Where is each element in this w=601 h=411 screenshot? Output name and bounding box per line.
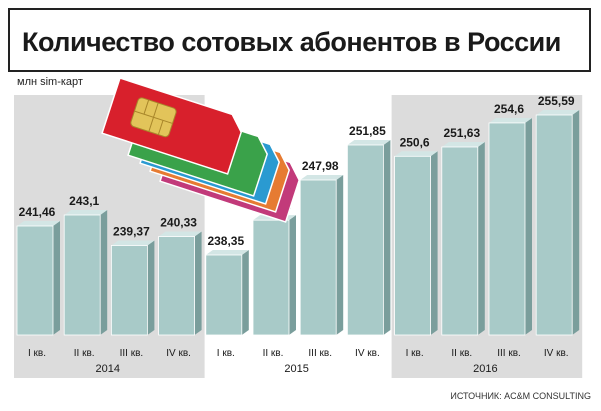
data-label-3: 239,37 xyxy=(113,224,150,238)
bar-2 xyxy=(63,210,108,336)
category-label-11: III кв. xyxy=(497,348,521,359)
y-unit-label: млн sim-карт xyxy=(17,76,83,88)
bar-7 xyxy=(299,175,344,336)
year-label-2015: 2015 xyxy=(284,363,308,375)
category-label-2: II кв. xyxy=(74,348,95,359)
data-label-5: 238,35 xyxy=(207,234,244,248)
bar-12 xyxy=(535,110,580,336)
year-label-2014: 2014 xyxy=(96,363,120,375)
bar-9 xyxy=(394,151,438,336)
year-label-2016: 2016 xyxy=(473,363,497,375)
sim-chip-icon xyxy=(130,97,177,138)
category-label-6: II кв. xyxy=(263,348,284,359)
bar-3 xyxy=(111,240,155,336)
sim-cards-illustration xyxy=(101,77,301,223)
chart-title: Количество сотовых абонентов в России xyxy=(22,27,561,57)
category-label-12: IV кв. xyxy=(544,348,569,359)
source-label: ИСТОЧНИК: AC&M CONSULTING xyxy=(450,391,591,401)
category-label-9: I кв. xyxy=(406,348,424,359)
data-label-4: 240,33 xyxy=(160,216,197,230)
data-label-7: 247,98 xyxy=(302,159,339,173)
category-label-8: IV кв. xyxy=(355,348,380,359)
data-label-11: 254,6 xyxy=(494,102,524,116)
data-label-2: 243,1 xyxy=(69,194,99,208)
category-label-5: I кв. xyxy=(217,348,235,359)
category-label-10: II кв. xyxy=(451,348,472,359)
data-label-12: 255,59 xyxy=(538,94,575,108)
data-label-1: 241,46 xyxy=(19,205,56,219)
category-label-1: I кв. xyxy=(28,348,46,359)
bar-11 xyxy=(488,117,532,336)
data-label-10: 251,63 xyxy=(443,126,480,140)
bar-10 xyxy=(441,141,485,336)
bar-8 xyxy=(346,140,391,336)
category-label-3: III кв. xyxy=(120,348,144,359)
bar-5 xyxy=(205,250,249,336)
data-label-8: 251,85 xyxy=(349,124,386,138)
bar-4 xyxy=(158,231,202,336)
title-frame xyxy=(8,8,591,72)
bar-1 xyxy=(16,221,60,336)
category-label-7: III кв. xyxy=(308,348,332,359)
bar-6 xyxy=(252,215,296,336)
category-label-4: IV кв. xyxy=(166,348,191,359)
data-label-9: 250,6 xyxy=(400,135,430,149)
